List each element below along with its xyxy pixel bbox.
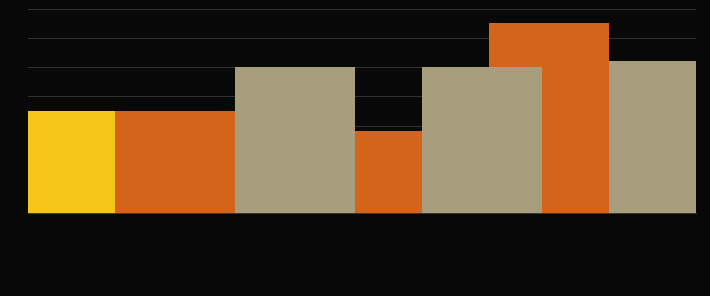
Bar	[489, 23, 609, 213]
Bar	[609, 61, 710, 213]
Bar	[422, 67, 542, 213]
Bar	[115, 111, 235, 213]
Bar	[235, 67, 356, 213]
Bar	[302, 131, 422, 213]
Bar	[368, 169, 489, 213]
Bar	[182, 169, 302, 213]
Bar	[0, 111, 115, 213]
